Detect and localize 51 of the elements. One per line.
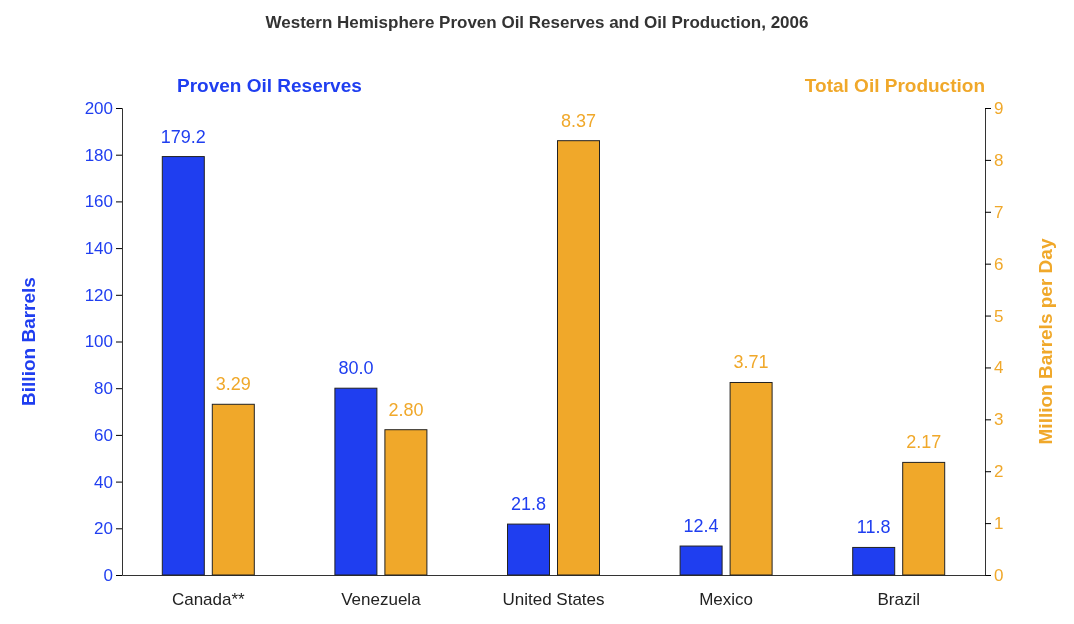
y2-tick-label: 0 [994,565,1004,585]
y-tick-label: 120 [84,285,113,305]
y-tick-label: 20 [94,519,113,539]
bar [852,546,896,576]
bar [384,429,428,576]
y2-axis-title: Million Barrels per Day [1035,238,1056,445]
x-tick-label: Canada** [171,590,246,610]
y-tick-label: 80 [94,379,113,399]
y-tick-label: 60 [94,425,113,445]
bar [557,140,600,576]
bar [334,387,378,576]
y2-tick-label: 1 [994,514,1004,534]
y2-tick-label: 5 [994,306,1004,326]
y2-tick-label: 9 [994,98,1004,118]
y-tick-label: 100 [84,332,113,352]
y-tick-label: 0 [103,565,113,585]
bar [902,461,946,576]
data-label: 21.8 [510,494,547,515]
text: Total Oil Production [804,75,985,96]
x-tick-label: Mexico [699,590,754,610]
text: Proven Oil Reserves [177,75,362,96]
chart-title: Western Hemisphere Proven Oil Reserves and Oil Production, 2006 [265,13,809,32]
y2-tick-label: 6 [994,254,1004,274]
y-tick-label: 180 [84,145,113,165]
y-axis-title: Billion Barrels [18,277,39,406]
y2-tick-label: 2 [994,462,1004,482]
data-label: 80.0 [338,358,374,379]
bar [211,403,255,576]
y-tick-label: 40 [94,472,113,492]
y2-tick-label: 8 [994,150,1004,170]
y-tick-label: 140 [84,239,113,259]
bar [679,545,723,576]
data-label: 179.2 [160,126,206,147]
data-label: 3.29 [215,374,251,395]
y2-tick-label: 7 [994,202,1004,222]
y-tick-label: 160 [84,192,113,212]
data-label: 3.71 [733,352,769,373]
data-label: 12.4 [683,516,719,537]
data-label: 2.17 [906,432,942,453]
y-tick-label: 200 [84,98,113,118]
data-label: 2.80 [388,399,424,420]
y2-tick-label: 3 [994,410,1004,430]
data-label: 11.8 [856,517,891,538]
data-label: 8.37 [560,110,597,131]
y2-tick-label: 4 [994,358,1004,378]
x-tick-label: Venezuela [341,590,422,610]
x-tick-label: United States [502,590,605,610]
x-tick-label: Brazil [877,590,920,610]
bar [729,381,773,576]
bar [161,156,205,576]
bar [507,523,550,576]
